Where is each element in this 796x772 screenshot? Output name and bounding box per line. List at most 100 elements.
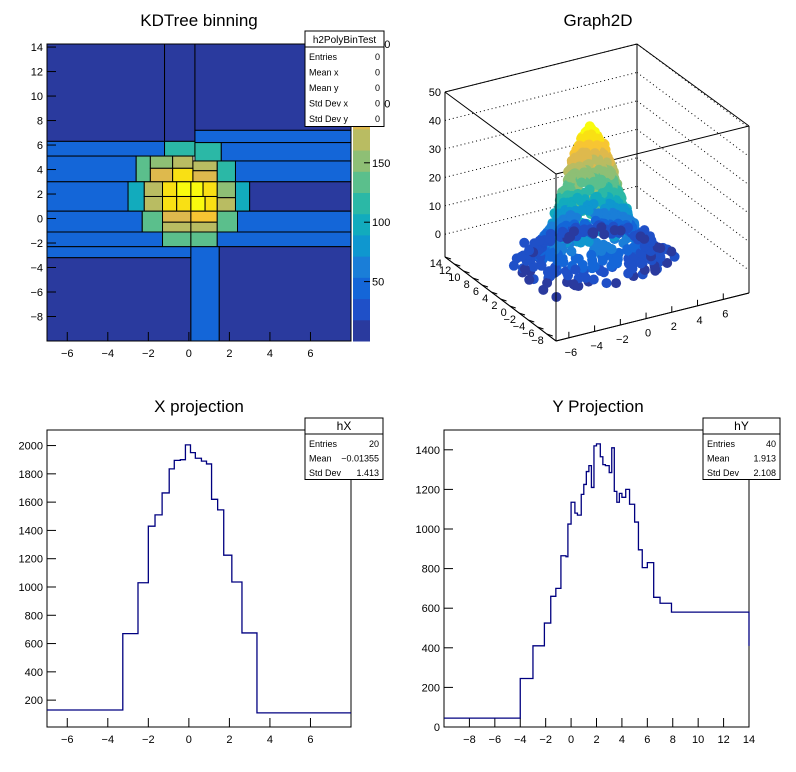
- graph2d-point: [528, 261, 539, 272]
- heatmap-cell: [164, 140, 196, 157]
- graph2d-grid: [444, 128, 638, 178]
- yproj-stats-label: Entries: [707, 439, 736, 449]
- yproj-xtick-label: 14: [743, 734, 755, 746]
- graph2d-point: [635, 258, 646, 269]
- graph2d-ytick-label: −6: [522, 328, 535, 340]
- heatmap-cell: [46, 181, 129, 212]
- yproj-xtick-label: 2: [593, 734, 599, 746]
- graph2d-ztick-label: 20: [429, 172, 441, 184]
- graph2d-ytick-label: 14: [430, 258, 442, 270]
- graph2d-point: [586, 249, 597, 260]
- kdtree-ytick-label: 0: [37, 214, 43, 226]
- heatmap-cell: [192, 170, 218, 183]
- graph2d-point: [596, 222, 607, 233]
- yproj-stats-value: 1.913: [753, 454, 776, 464]
- kdtree-title: KDTree binning: [140, 11, 258, 30]
- graph2d-point: [542, 267, 553, 278]
- graph2d-point: [666, 246, 677, 257]
- xproj-ytick-label: 1800: [19, 469, 43, 481]
- graph2d-grid: [444, 71, 638, 121]
- xproj-stats-title: hX: [337, 419, 352, 433]
- graph2d-point: [588, 274, 599, 285]
- kdtree-panel: KDTree binning −6 −4 −2 0 2 4 6 −8 −6 −4 −2 0 2 4 6 8 10 1…: [30, 11, 390, 360]
- graph2d-ytick: [518, 312, 526, 316]
- graph2d-point: [588, 176, 599, 187]
- yproj-histogram-line: [444, 443, 750, 719]
- graph2d-point: [588, 227, 599, 238]
- graph2d-ytick: [528, 319, 535, 323]
- yproj-xtick-label: −8: [463, 734, 476, 746]
- graph2d-ytick-label: 8: [464, 279, 470, 291]
- xproj-stats-value: 20: [369, 439, 379, 449]
- heatmap-cell: [46, 231, 164, 248]
- heatmap-cell: [46, 140, 166, 157]
- graph2d-ytick-label: −4: [513, 321, 526, 333]
- graph2d-point: [635, 231, 646, 242]
- xproj-stats-value: −0.01355: [341, 454, 379, 464]
- yproj-ytick-label: 400: [422, 643, 440, 655]
- heatmap-cell: [162, 181, 178, 197]
- heatmap-cell: [190, 221, 218, 233]
- colorbar-segment: [353, 150, 370, 172]
- heatmap-cell: [216, 231, 352, 248]
- heatmap-cell: [176, 195, 192, 212]
- graph2d-ztick-label: 30: [429, 144, 441, 156]
- graph2d-ytick-label: −2: [503, 314, 516, 326]
- kdtree-ytick-label: −6: [30, 287, 43, 299]
- yproj-ytick-label: 1000: [416, 524, 440, 536]
- graph2d-ytick: [537, 326, 544, 330]
- yproj-xtick-label: −2: [539, 734, 552, 746]
- colorbar-segment: [353, 319, 370, 342]
- xproj-stats-label: Std Dev: [309, 468, 342, 478]
- graph2d-grid: [636, 100, 750, 186]
- heatmap-cell: [46, 210, 143, 233]
- yproj-xtick-label: 10: [692, 734, 704, 746]
- graph2d-point: [601, 278, 612, 289]
- colorbar-segment: [353, 234, 370, 257]
- heatmap-cell: [190, 231, 218, 248]
- yproj-ytick-label: 600: [422, 603, 440, 615]
- kdtree-ytick-label: −8: [30, 312, 43, 324]
- graph2d-grid: [636, 72, 750, 157]
- heatmap-cell: [237, 210, 352, 233]
- heatmap-cell: [204, 195, 218, 212]
- xproj-ytick-label: 800: [25, 610, 43, 622]
- kdtree-ytick-label: 8: [37, 116, 43, 128]
- heatmap-cell: [234, 181, 251, 212]
- xproj-stats-label: Entries: [309, 439, 338, 449]
- yproj-ytick-label: 800: [422, 564, 440, 576]
- graph2d-ytick: [472, 277, 479, 281]
- yproj-ytick-label: 0: [434, 722, 440, 734]
- graph2d-point: [576, 177, 587, 188]
- graph2d-grid: [636, 185, 750, 271]
- kdtree-stats-value: 0: [375, 99, 380, 109]
- colorbar-segment: [353, 128, 370, 151]
- graph2d-xtick-label: −2: [616, 334, 629, 346]
- yproj-xtick-label: 0: [568, 734, 574, 746]
- heatmap-cell: [143, 195, 164, 212]
- yproj-stats-title: hY: [734, 419, 749, 433]
- graph2d-point: [542, 277, 553, 288]
- graph2d-ytick: [463, 270, 470, 274]
- heatmap-cell: [216, 210, 239, 233]
- kdtree-stats-value: 0: [375, 68, 380, 78]
- graph2d-point: [568, 226, 579, 237]
- graph2d-ztick-label: 0: [435, 229, 441, 241]
- graph2d-xtick-label: 0: [645, 328, 651, 340]
- xproj-xtick-label: −6: [61, 734, 74, 746]
- heatmap-cell: [190, 210, 218, 223]
- graph2d-ytick-label: 4: [482, 293, 488, 305]
- xproj-title: X projection: [154, 397, 244, 416]
- colorbar-segment: [353, 298, 370, 321]
- graph2d-point: [566, 246, 577, 257]
- kdtree-ytick-label: 10: [31, 91, 43, 103]
- graph2d-ytick-label: 6: [473, 286, 479, 298]
- colorbar-tick-label: 150: [372, 158, 390, 170]
- heatmap-cell: [190, 181, 204, 197]
- graph2d-point: [570, 264, 581, 275]
- yproj-xtick-label: 4: [619, 734, 625, 746]
- xproj-ytick-label: 1200: [19, 554, 43, 566]
- heatmap-cell: [234, 160, 352, 183]
- xproj-panel: X projection −6 −4 −2 0 2 4 6 200 400 600 800 1000 12…: [19, 397, 384, 746]
